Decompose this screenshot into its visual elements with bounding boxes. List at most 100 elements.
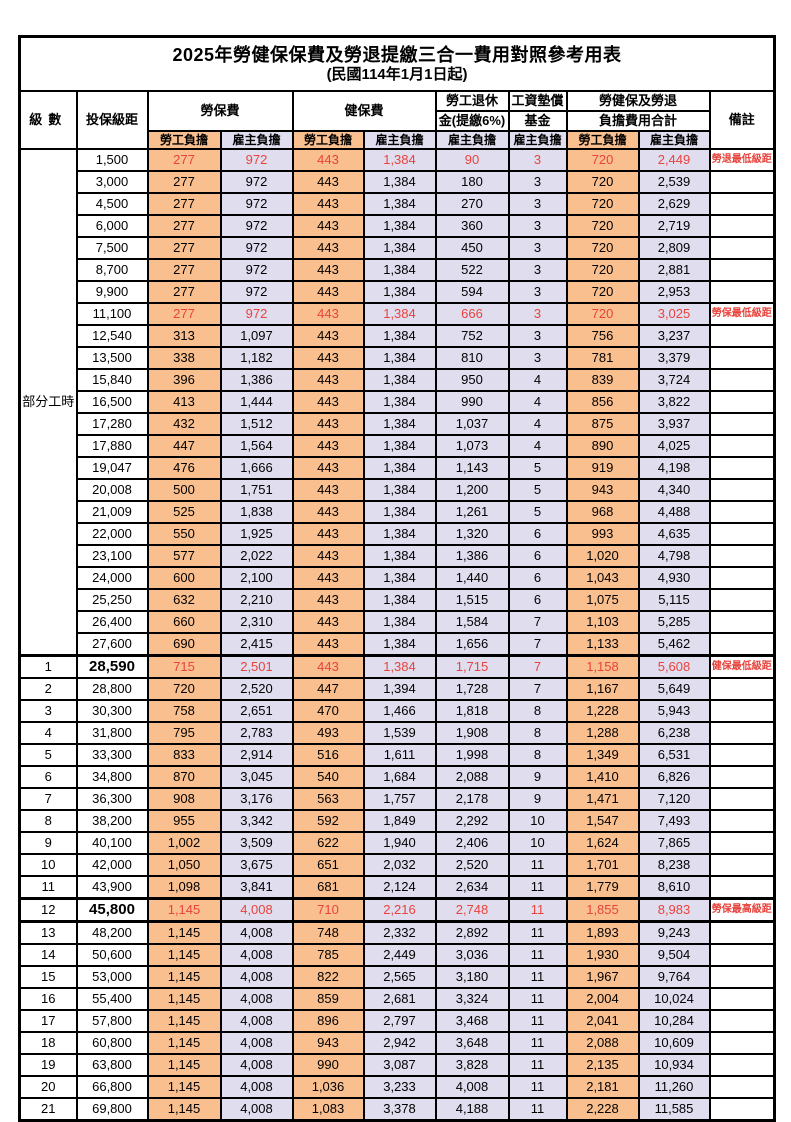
pension-employer-cell: 180 xyxy=(434,170,510,194)
labor-ins-employer-cell: 3,841 xyxy=(219,875,294,900)
pension-employer-cell: 3,468 xyxy=(434,1009,510,1033)
labor-ins-employer-cell: 4,008 xyxy=(219,1075,294,1099)
health-ins-employee-cell: 443 xyxy=(291,170,365,194)
level-cell: 21 xyxy=(18,1097,78,1122)
wage-fund-employer-cell: 8 xyxy=(507,699,568,723)
pension-employer-cell: 522 xyxy=(434,258,510,282)
wage-fund-employer-cell: 11 xyxy=(507,987,568,1011)
table-row: 9 40,100 1,002 3,509 622 1,940 2,406 10 1,624 7,8… xyxy=(18,831,776,855)
table-row: 1 28,590 715 2,501 443 1,384 1,715 7 1,158 5,608 健… xyxy=(18,654,776,679)
labor-ins-employee-cell: 1,145 xyxy=(146,943,222,967)
labor-ins-employer-cell: 2,100 xyxy=(219,566,294,590)
subheader-pension-employer: 雇主負擔 xyxy=(434,130,510,150)
labor-ins-employee-cell: 277 xyxy=(146,236,222,260)
labor-ins-employee-cell: 277 xyxy=(146,258,222,282)
remark-cell xyxy=(708,853,776,877)
health-ins-employee-cell: 443 xyxy=(291,588,365,612)
wage-fund-employer-cell: 3 xyxy=(507,258,568,282)
health-ins-employee-cell: 443 xyxy=(291,390,365,414)
health-ins-employee-cell: 470 xyxy=(291,699,365,723)
health-ins-employee-cell: 443 xyxy=(291,566,365,590)
health-ins-employer-cell: 1,384 xyxy=(362,456,437,480)
level-cell: 1 xyxy=(18,654,78,679)
table-row: 8,700 277 972 443 1,384 522 3 720 2,881 xyxy=(20,258,776,282)
wage-fund-employer-cell: 9 xyxy=(507,787,568,811)
labor-ins-employer-cell: 4,008 xyxy=(219,920,294,945)
health-ins-employee-cell: 443 xyxy=(291,236,365,260)
total-employer-cell: 4,340 xyxy=(637,478,711,502)
pension-employer-cell: 2,748 xyxy=(434,897,510,923)
pension-employer-cell: 3,180 xyxy=(434,965,510,989)
wage-fund-employer-cell: 11 xyxy=(507,1075,568,1099)
labor-ins-employee-cell: 1,145 xyxy=(146,1053,222,1077)
total-employer-cell: 4,488 xyxy=(637,500,711,524)
header-level: 級數 xyxy=(18,90,78,150)
labor-ins-employer-cell: 4,008 xyxy=(219,1031,294,1055)
table-body: 部分工時 1,500 277 972 443 1,384 90 3 720 2,449 勞退最低級距… xyxy=(18,148,776,1122)
insured-bracket-cell: 26,400 xyxy=(75,610,149,634)
labor-ins-employee-cell: 550 xyxy=(146,522,222,546)
total-employee-cell: 1,043 xyxy=(565,566,640,590)
wage-fund-employer-cell: 11 xyxy=(507,1097,568,1122)
total-employer-cell: 2,629 xyxy=(637,192,711,216)
remark-cell xyxy=(708,324,776,348)
health-ins-employee-cell: 443 xyxy=(291,522,365,546)
labor-ins-employer-cell: 2,783 xyxy=(219,721,294,745)
remark-cell xyxy=(708,346,776,370)
total-employer-cell: 10,609 xyxy=(637,1031,711,1055)
table-row: 16,500 413 1,444 443 1,384 990 4 856 3,822 xyxy=(20,390,776,414)
insured-bracket-cell: 66,800 xyxy=(75,1075,149,1099)
table-row: 24,000 600 2,100 443 1,384 1,440 6 1,043 4,930 xyxy=(20,566,776,590)
total-employee-cell: 1,020 xyxy=(565,544,640,568)
wage-fund-employer-cell: 5 xyxy=(507,478,568,502)
insured-bracket-cell: 6,000 xyxy=(75,214,149,238)
pension-employer-cell: 2,406 xyxy=(434,831,510,855)
pension-employer-cell: 1,037 xyxy=(434,412,510,436)
total-employer-cell: 7,493 xyxy=(637,809,711,833)
header-wage-fund-line2: 基金 xyxy=(507,110,568,132)
header-wage-fund-line1: 工資墊償 xyxy=(507,90,568,112)
table-row: 6,000 277 972 443 1,384 360 3 720 2,719 xyxy=(20,214,776,238)
health-ins-employee-cell: 443 xyxy=(291,610,365,634)
health-ins-employee-cell: 563 xyxy=(291,787,365,811)
wage-fund-employer-cell: 6 xyxy=(507,544,568,568)
labor-ins-employee-cell: 660 xyxy=(146,610,222,634)
wage-fund-employer-cell: 3 xyxy=(507,346,568,370)
health-ins-employee-cell: 710 xyxy=(291,897,365,923)
health-ins-employee-cell: 443 xyxy=(291,544,365,568)
labor-ins-employer-cell: 972 xyxy=(219,192,294,216)
pension-employer-cell: 1,584 xyxy=(434,610,510,634)
pension-employer-cell: 1,320 xyxy=(434,522,510,546)
insured-bracket-cell: 55,400 xyxy=(75,987,149,1011)
header-row-3: 勞工負擔 雇主負擔 勞工負擔 雇主負擔 雇主負擔 雇主負擔 勞工負擔 雇主負擔 xyxy=(20,130,775,150)
total-employer-cell: 4,798 xyxy=(637,544,711,568)
total-employer-cell: 5,115 xyxy=(637,588,711,612)
health-ins-employer-cell: 2,942 xyxy=(362,1031,437,1055)
total-employee-cell: 2,181 xyxy=(565,1075,640,1099)
labor-ins-employer-cell: 1,925 xyxy=(219,522,294,546)
wage-fund-employer-cell: 3 xyxy=(507,214,568,238)
labor-ins-employee-cell: 447 xyxy=(146,434,222,458)
health-ins-employer-cell: 1,466 xyxy=(362,699,437,723)
insured-bracket-cell: 50,600 xyxy=(75,943,149,967)
health-ins-employer-cell: 2,032 xyxy=(362,853,437,877)
labor-ins-employee-cell: 1,145 xyxy=(146,897,222,923)
labor-ins-employee-cell: 715 xyxy=(146,654,222,679)
wage-fund-employer-cell: 11 xyxy=(507,853,568,877)
health-ins-employee-cell: 447 xyxy=(291,677,365,701)
remark-cell xyxy=(708,699,776,723)
health-ins-employee-cell: 443 xyxy=(291,478,365,502)
table-row: 15 53,000 1,145 4,008 822 2,565 3,180 11 1,967 9,… xyxy=(18,965,776,989)
total-employer-cell: 2,809 xyxy=(637,236,711,260)
insured-bracket-cell: 9,900 xyxy=(75,280,149,304)
health-ins-employee-cell: 493 xyxy=(291,721,365,745)
wage-fund-employer-cell: 8 xyxy=(507,721,568,745)
total-employee-cell: 968 xyxy=(565,500,640,524)
total-employee-cell: 1,410 xyxy=(565,765,640,789)
labor-ins-employer-cell: 4,008 xyxy=(219,1097,294,1122)
total-employer-cell: 10,934 xyxy=(637,1053,711,1077)
labor-ins-employer-cell: 972 xyxy=(219,148,294,172)
health-ins-employer-cell: 1,384 xyxy=(362,148,437,172)
total-employee-cell: 1,855 xyxy=(565,897,640,923)
insured-bracket-cell: 34,800 xyxy=(75,765,149,789)
